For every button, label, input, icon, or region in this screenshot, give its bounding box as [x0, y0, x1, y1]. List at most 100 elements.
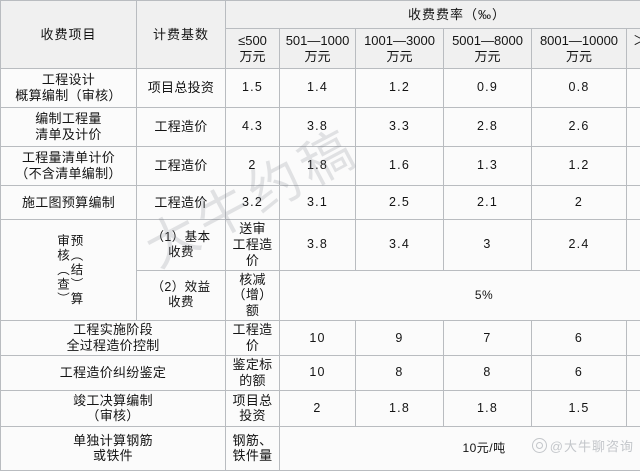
row-sub-item-label: （1）基本收费: [137, 220, 226, 271]
row-item-text: 竣工决算编制（审核）: [73, 393, 153, 424]
row-item-text: 单独计算钢筋或铁件: [73, 433, 153, 464]
rate-unit-5: 万元: [566, 49, 592, 64]
rate-range-2: 501—1000: [286, 33, 350, 48]
rate-range-6: ＞10000: [633, 33, 640, 48]
table-row: 竣工决算编制（审核） 项目总投资 2 1.8 1.8 1.5 1.3 1.2: [1, 390, 640, 426]
row-base-label: 项目总投资: [226, 390, 280, 426]
row-base-label: 工程造价: [137, 186, 226, 220]
rate-unit-4: 万元: [474, 49, 500, 64]
row-base-label: 工程造价: [137, 108, 226, 147]
row-sub-item-text: （2）效益收费: [152, 280, 211, 309]
row-item-label: 施工图预算编制: [1, 186, 137, 220]
row-base-label: 工程造价: [137, 147, 226, 186]
row-value: 3.1: [280, 186, 356, 220]
row-value: 5: [627, 321, 640, 356]
row-sub-item-label: （2）效益收费: [137, 270, 226, 321]
row-sub-item-text: （1）基本收费: [152, 230, 211, 259]
header-item: 收费项目: [1, 1, 137, 69]
row-base-label: 送审工程造价: [226, 220, 280, 271]
row-value: 3.2: [226, 186, 280, 220]
row-item-label: 工程量清单计价（不含清单编制）: [1, 147, 137, 186]
row-item-text: 工程造价纠纷鉴定: [60, 365, 166, 380]
row-value: 2.8: [444, 108, 532, 147]
row-value: 1.2: [356, 69, 444, 108]
row-value: 1.4: [280, 69, 356, 108]
row-value: 0.7: [627, 69, 640, 108]
row-item-label: 工程实施阶段全过程造价控制: [1, 321, 226, 356]
rate-unit-1: 万元: [239, 49, 265, 64]
row-value: 1.6: [627, 186, 640, 220]
header-rate-col-1: ≤500 万元: [226, 29, 280, 69]
group-label-left: 预（结）算: [69, 234, 82, 307]
row-value: 2.6: [532, 108, 627, 147]
row-base-text: 送审工程造价: [233, 221, 273, 268]
row-item-text: 工程量清单计价（不含清单编制）: [15, 150, 121, 181]
rate-unit-2: 万元: [304, 49, 330, 64]
row-value: 2.5: [356, 186, 444, 220]
rate-range-1: ≤500: [238, 33, 267, 48]
row-base-label: 鉴定标的额: [226, 356, 280, 391]
rate-range-5: 8001—10000: [540, 33, 618, 48]
row-value: 10: [280, 321, 356, 356]
row-value: 2.4: [532, 220, 627, 271]
row-value: 1.8: [444, 390, 532, 426]
row-value: 1: [627, 147, 640, 186]
row-value: 1.5: [226, 69, 280, 108]
table-row: 工程量清单计价（不含清单编制） 工程造价 2 1.8 1.6 1.3 1.2 1: [1, 147, 640, 186]
header-rate-col-4: 5001—8000 万元: [444, 29, 532, 69]
header-rate-col-2: 501—1000 万元: [280, 29, 356, 69]
row-value: 2: [226, 147, 280, 186]
row-value: 6: [532, 321, 627, 356]
row-item-label: 工程设计概算编制（审核）: [1, 69, 137, 108]
row-item-text: 施工图预算编制: [22, 195, 115, 210]
row-value: 2.2: [627, 220, 640, 271]
table-row: 预（结）算 审核（查） （1）基本收费 送审工程造价 3.8 3.4 3 2.4…: [1, 220, 640, 271]
row-group-vertical-label: 预（结）算 审核（查）: [1, 220, 137, 321]
row-value: 0.8: [532, 69, 627, 108]
row-base-label: 钢筋、铁件量: [226, 426, 280, 470]
table-row: 工程造价纠纷鉴定 鉴定标的额 10 8 8 6 6 5: [1, 356, 640, 391]
row-value: 3.8: [280, 108, 356, 147]
row-base-label: 项目总投资: [137, 69, 226, 108]
row-item-label: 竣工决算编制（审核）: [1, 390, 226, 426]
row-value: 2.3: [627, 108, 640, 147]
row-value: 1.6: [356, 147, 444, 186]
row-value: 1.8: [280, 147, 356, 186]
row-merged-value: 5%: [280, 270, 640, 321]
row-value: 1.5: [532, 390, 627, 426]
header-rate-group: 收费费率（‰）: [226, 1, 640, 29]
row-value: 2: [532, 186, 627, 220]
row-item-text: 工程实施阶段全过程造价控制: [66, 322, 159, 353]
row-value: 3: [444, 220, 532, 271]
row-item-text: 工程设计概算编制（审核）: [15, 72, 121, 103]
row-value: 0.9: [444, 69, 532, 108]
row-value: 6: [627, 356, 640, 391]
row-item-label: 工程造价纠纷鉴定: [1, 356, 226, 391]
header-rate-col-3: 1001—3000 万元: [356, 29, 444, 69]
row-value: 3.3: [356, 108, 444, 147]
row-value: 4.3: [226, 108, 280, 147]
row-item-label: 编制工程量清单及计价: [1, 108, 137, 147]
table-row: 单独计算钢筋或铁件 钢筋、铁件量 10元/吨: [1, 426, 640, 470]
header-rate-col-5: 8001—10000 万元: [532, 29, 627, 69]
row-value: 1.3: [627, 390, 640, 426]
row-merged-value: 10元/吨: [280, 426, 640, 470]
row-value: 10: [280, 356, 356, 391]
rate-range-4: 5001—8000: [452, 33, 523, 48]
header-rate-col-6: ＞10000 万元: [627, 29, 640, 69]
row-value: 1.2: [532, 147, 627, 186]
row-value: 8: [356, 356, 444, 391]
header-base: 计费基数: [137, 1, 226, 69]
table-row: 施工图预算编制 工程造价 3.2 3.1 2.5 2.1 2 1.6: [1, 186, 640, 220]
row-value: 6: [532, 356, 627, 391]
row-value: 3.4: [356, 220, 444, 271]
row-item-label: 单独计算钢筋或铁件: [1, 426, 226, 470]
group-label-right: 审核（查）: [56, 234, 69, 307]
row-item-text: 编制工程量清单及计价: [35, 111, 102, 142]
row-value: 3.8: [280, 220, 356, 271]
fee-rate-table-container: 大牛约稿 收费项目 计费基数 收费费率（‰） ≤500 万元: [0, 0, 640, 461]
